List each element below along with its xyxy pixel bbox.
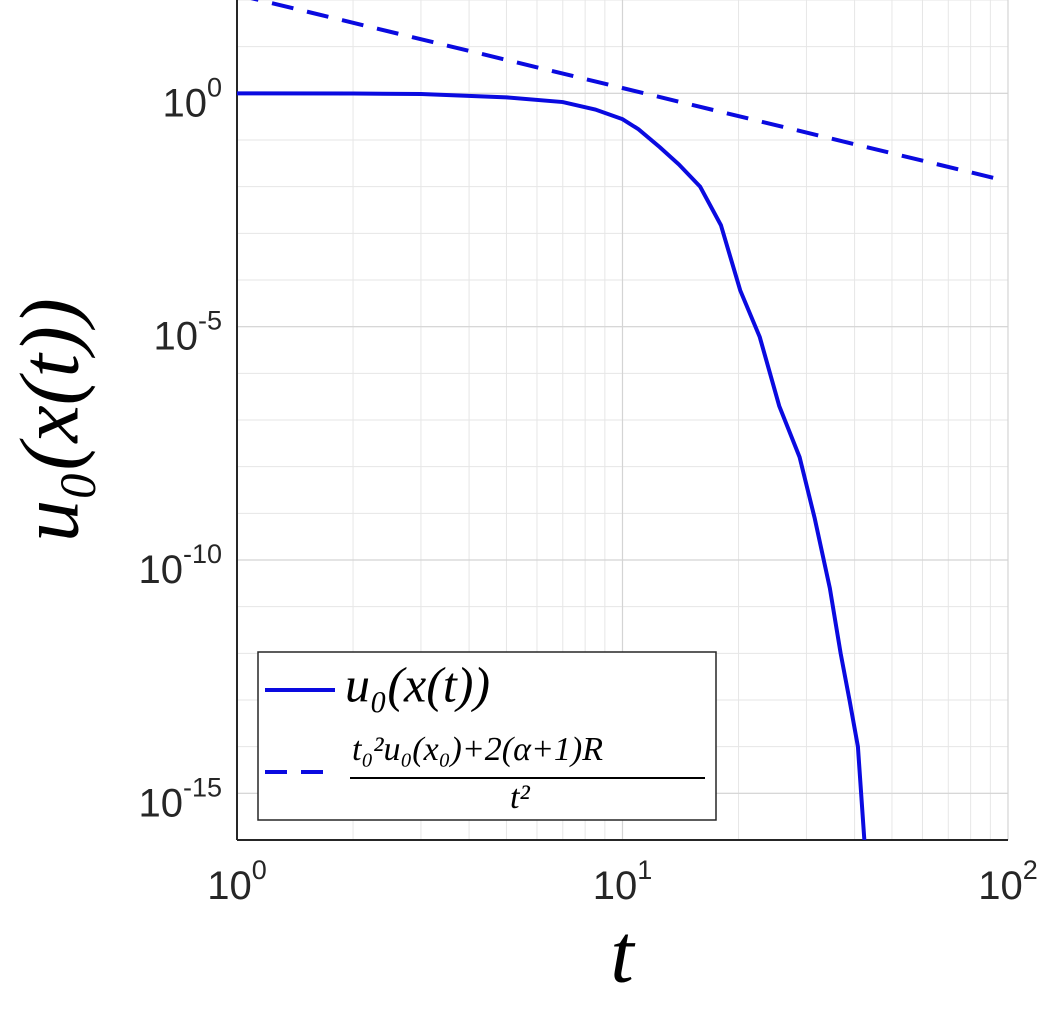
plot-area	[237, 0, 999, 840]
x-tick-label: 100	[207, 855, 267, 907]
y-tick-label: 10-10	[138, 539, 222, 591]
y-tick-label: 10-5	[153, 306, 222, 358]
line	[250, 0, 999, 181]
y-tick-label: 10-15	[138, 772, 222, 824]
line	[237, 91, 867, 840]
x-tick-label: 102	[978, 855, 1038, 907]
x-tick-label: 101	[593, 855, 653, 907]
legend-label: t₀²u₀(x₀)+2(α+1)R/t²	[352, 731, 604, 816]
x-axis-label: t	[610, 907, 636, 1000]
y-tick-label: 100	[162, 72, 222, 124]
y-axis-label: u₀(x(t))	[3, 298, 96, 542]
legend-label: u₀(x(t))	[345, 656, 490, 712]
legend-box	[257, 651, 717, 821]
